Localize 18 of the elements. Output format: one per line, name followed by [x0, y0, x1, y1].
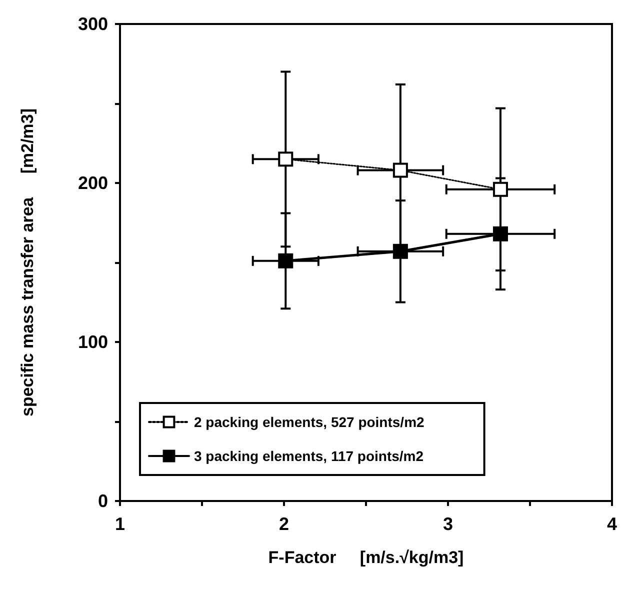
legend-label: 2 packing elements, 527 points/m2: [194, 414, 425, 430]
y-tick-label: 100: [78, 332, 108, 352]
x-tick-label: 3: [442, 514, 454, 534]
legend-label: 3 packing elements, 117 points/m2: [194, 448, 424, 464]
y-axis-title: specific mass transfer area [m2/m3]: [18, 108, 37, 417]
x-tick-label: 2: [278, 514, 290, 534]
point: [278, 253, 294, 268]
y-tick-label: 300: [78, 14, 108, 34]
point: [492, 182, 508, 197]
point: [392, 244, 408, 259]
x-axis-title: F-Factor [m/s.√kg/m3]: [268, 548, 464, 567]
point: [492, 226, 508, 242]
x-tick-label: 1: [114, 514, 126, 534]
point: [278, 152, 294, 167]
y-tick-label: 0: [98, 491, 108, 511]
x-tick-label: 4: [606, 514, 617, 534]
point: [392, 162, 408, 178]
y-tick-label: 200: [78, 173, 108, 193]
